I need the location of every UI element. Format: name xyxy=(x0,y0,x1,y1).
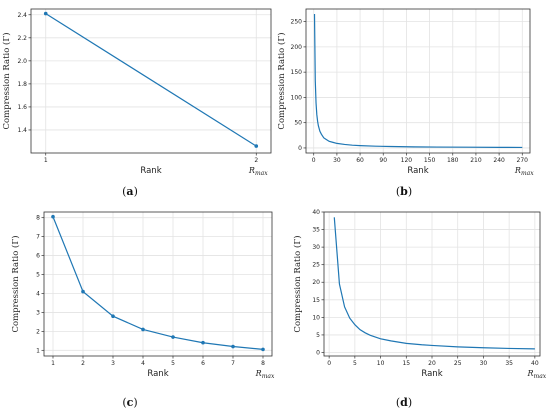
x-tick-label: 0 xyxy=(312,157,316,164)
y-tick-label: 2.2 xyxy=(17,35,27,42)
data-point xyxy=(231,344,235,349)
x-end-label-rmax: Rmax xyxy=(248,166,268,177)
panel-caption: (d) xyxy=(396,396,412,409)
plot-frame xyxy=(30,8,272,154)
y-tick-label: 35 xyxy=(312,227,320,234)
x-tick-label: 60 xyxy=(356,157,364,164)
x-tick-label: 270 xyxy=(517,157,529,164)
x-tick-label: 150 xyxy=(424,157,436,164)
data-point xyxy=(254,144,259,148)
x-tick-label: 8 xyxy=(261,360,265,367)
plot-frame xyxy=(305,8,531,154)
x-tick-label: 6 xyxy=(201,360,205,367)
y-axis-label: Compression Ratio (Γ) xyxy=(1,32,12,129)
y-tick-label: 5 xyxy=(316,332,320,339)
x-tick-label: 2 xyxy=(254,157,258,164)
y-tick-label: 250 xyxy=(291,19,303,26)
plot-frame xyxy=(43,211,273,357)
y-tick-label: 1 xyxy=(36,347,40,354)
y-tick-label: 10 xyxy=(312,314,320,321)
y-tick-label: 7 xyxy=(36,234,40,241)
x-tick-label: 210 xyxy=(470,157,482,164)
x-tick-label: 180 xyxy=(447,157,459,164)
x-tick-label: 120 xyxy=(401,157,413,164)
x-tick-label: 5 xyxy=(171,360,175,367)
x-tick-label: 4 xyxy=(141,360,145,367)
y-tick-label: 0 xyxy=(298,145,302,152)
x-tick-label: 30 xyxy=(333,157,341,164)
y-tick-label: 50 xyxy=(294,120,302,127)
y-tick-label: 2.4 xyxy=(17,12,27,19)
chart-panel-c: 1 2 3 4 5 6 7 8 1 2 3 4 5 6 7 8 Rmax Rank Compression Rati… xyxy=(10,211,275,409)
x-tick-label: 240 xyxy=(493,157,505,164)
y-axis-label: Compression Ratio (Γ) xyxy=(10,235,21,332)
y-axis-label: Compression Ratio (Γ) xyxy=(276,32,287,129)
y-tick-label: 5 xyxy=(36,272,40,279)
data-point xyxy=(201,340,205,345)
x-tick-label: 1 xyxy=(44,157,48,164)
x-tick-label: 30 xyxy=(480,360,488,367)
data-point xyxy=(81,289,85,294)
data-point xyxy=(43,11,48,16)
data-point xyxy=(141,327,145,332)
y-tick-label: 40 xyxy=(312,209,320,216)
y-tick-label: 100 xyxy=(291,94,303,101)
y-tick-label: 30 xyxy=(312,244,320,251)
x-end-label-rmax: Rmax xyxy=(527,369,547,380)
x-end-label-rmax: Rmax xyxy=(514,166,534,177)
x-tick-label: 1 xyxy=(51,360,55,367)
panel-caption: (a) xyxy=(122,185,138,198)
panel-caption: (b) xyxy=(396,185,412,198)
x-axis-label: Rank xyxy=(147,369,168,379)
series-line xyxy=(52,216,264,350)
x-tick-label: 10 xyxy=(377,360,385,367)
y-tick-label: 4 xyxy=(36,290,40,297)
x-axis-label: Rank xyxy=(140,166,161,176)
y-tick-label: 2 xyxy=(36,328,40,335)
chart-panel-d: 0 5 10 15 20 25 30 35 40 0 5 10 15 20 25 30 35 40 Rmax Rank… xyxy=(292,209,547,409)
x-tick-label: 90 xyxy=(379,157,387,164)
series-line xyxy=(333,217,535,350)
chart-panel-b: 0 30 60 90 120 150 180 210 240 270 0 50 100 150 200 250… xyxy=(276,8,534,198)
data-point xyxy=(171,335,175,339)
x-tick-label: 20 xyxy=(428,360,436,367)
y-tick-label: 0 xyxy=(316,349,320,356)
y-tick-label: 20 xyxy=(312,279,320,286)
y-tick-label: 3 xyxy=(36,309,40,316)
x-tick-label: 25 xyxy=(454,360,462,367)
y-tick-label: 200 xyxy=(291,44,303,51)
x-tick-label: 5 xyxy=(353,360,357,367)
data-point xyxy=(111,314,115,319)
y-tick-label: 1.4 xyxy=(17,127,27,134)
x-end-label-rmax: Rmax xyxy=(255,369,275,380)
y-tick-label: 150 xyxy=(291,69,303,76)
x-tick-label: 3 xyxy=(111,360,115,367)
y-tick-label: 25 xyxy=(312,262,320,269)
y-tick-label: 6 xyxy=(36,253,40,260)
x-tick-label: 0 xyxy=(327,360,331,367)
y-tick-label: 2.0 xyxy=(17,58,27,65)
y-tick-label: 8 xyxy=(36,215,40,222)
y-axis-label: Compression Ratio (Γ) xyxy=(292,235,303,332)
x-tick-label: 7 xyxy=(231,360,235,367)
y-tick-label: 1.6 xyxy=(17,104,27,111)
x-tick-label: 2 xyxy=(81,360,85,367)
data-point xyxy=(261,347,265,352)
y-tick-label: 1.8 xyxy=(17,81,27,88)
y-tick-label: 15 xyxy=(312,297,320,304)
x-axis-label: Rank xyxy=(407,166,428,176)
series-line xyxy=(313,14,523,149)
chart-panel-a: 1 2 1.4 1.6 1.8 2.0 2.2 2.4 Rmax Rank Compression … xyxy=(1,8,272,198)
x-axis-label: Rank xyxy=(421,369,442,379)
x-tick-label: 15 xyxy=(402,360,410,367)
x-tick-label: 35 xyxy=(505,360,513,367)
data-point xyxy=(51,214,55,219)
panel-caption: (c) xyxy=(122,396,137,409)
x-tick-label: 40 xyxy=(531,360,539,367)
series-line xyxy=(45,13,257,147)
